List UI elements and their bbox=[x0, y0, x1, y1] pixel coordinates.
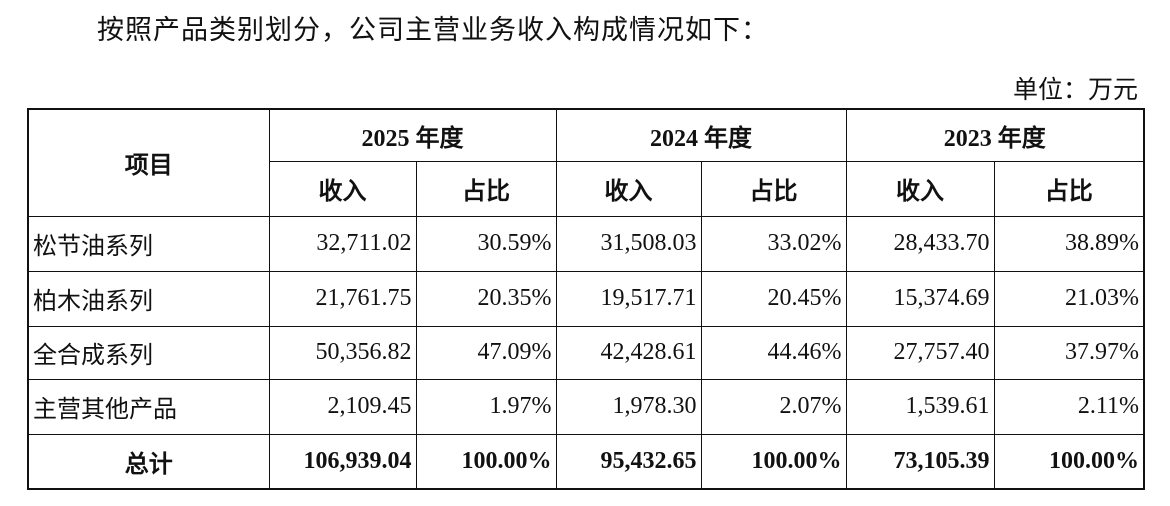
cell: 2,109.45 bbox=[268, 378, 417, 435]
total-label: 总计 bbox=[27, 433, 270, 490]
sub-header: 收入 bbox=[845, 160, 995, 217]
total-cell: 95,432.65 bbox=[555, 433, 702, 490]
sub-header: 占比 bbox=[415, 160, 557, 217]
total-cell: 100.00% bbox=[993, 433, 1145, 490]
year-header: 2025 年度 bbox=[268, 108, 557, 162]
cell: 27,757.40 bbox=[845, 325, 995, 380]
cell: 38.89% bbox=[993, 215, 1145, 272]
cell: 1.97% bbox=[415, 378, 557, 435]
table-row: 全合成系列 50,356.82 47.09% 42,428.61 44.46% 27,75… bbox=[27, 325, 1145, 380]
revenue-table: 项目 2025 年度 2024 年度 2023 年度 收入 占比 收入 占比 收入 占比 … bbox=[27, 108, 1145, 490]
cell: 20.45% bbox=[700, 270, 847, 327]
sub-header: 收入 bbox=[555, 160, 702, 217]
cell: 1,539.61 bbox=[845, 378, 995, 435]
row-label: 全合成系列 bbox=[27, 325, 270, 380]
header-row: 项目 2025 年度 2024 年度 2023 年度 bbox=[27, 108, 1145, 217]
total-cell: 100.00% bbox=[415, 433, 557, 490]
table-row: 松节油系列 32,711.02 30.59% 31,508.03 33.02% 28,43… bbox=[27, 215, 1145, 272]
cell: 2.07% bbox=[700, 378, 847, 435]
table-body: 松节油系列 32,711.02 30.59% 31,508.03 33.02% 28,43… bbox=[27, 215, 1145, 490]
cell: 32,711.02 bbox=[268, 215, 417, 272]
cell: 20.35% bbox=[415, 270, 557, 327]
table-row: 柏木油系列 21,761.75 20.35% 19,517.71 20.45% 15,37… bbox=[27, 270, 1145, 327]
table-row: 主营其他产品 2,109.45 1.97% 1,978.30 2.07% 1,539.61… bbox=[27, 378, 1145, 435]
item-header: 项目 bbox=[27, 108, 270, 217]
cell: 21,761.75 bbox=[268, 270, 417, 327]
row-label: 柏木油系列 bbox=[27, 270, 270, 327]
total-row: 总计 106,939.04 100.00% 95,432.65 100.00% 73,10… bbox=[27, 433, 1145, 490]
sub-header: 占比 bbox=[700, 160, 847, 217]
cell: 2.11% bbox=[993, 378, 1145, 435]
sub-header: 占比 bbox=[993, 160, 1145, 217]
unit-label: 单位：万元 bbox=[1012, 77, 1138, 104]
cell: 37.97% bbox=[993, 325, 1145, 380]
cell: 19,517.71 bbox=[555, 270, 702, 327]
year-header: 2023 年度 bbox=[845, 108, 1145, 162]
row-label: 主营其他产品 bbox=[27, 378, 270, 435]
cell: 44.46% bbox=[700, 325, 847, 380]
cell: 15,374.69 bbox=[845, 270, 995, 327]
total-cell: 100.00% bbox=[700, 433, 847, 490]
cell: 50,356.82 bbox=[268, 325, 417, 380]
year-header: 2024 年度 bbox=[555, 108, 847, 162]
cell: 33.02% bbox=[700, 215, 847, 272]
total-cell: 106,939.04 bbox=[268, 433, 417, 490]
sub-header: 收入 bbox=[268, 160, 417, 217]
cell: 1,978.30 bbox=[555, 378, 702, 435]
cell: 21.03% bbox=[993, 270, 1145, 327]
cell: 47.09% bbox=[415, 325, 557, 380]
intro-text: 按照产品类别划分，公司主营业务收入构成情况如下： bbox=[97, 15, 769, 45]
cell: 31,508.03 bbox=[555, 215, 702, 272]
row-label: 松节油系列 bbox=[27, 215, 270, 272]
cell: 30.59% bbox=[415, 215, 557, 272]
cell: 28,433.70 bbox=[845, 215, 995, 272]
cell: 42,428.61 bbox=[555, 325, 702, 380]
total-cell: 73,105.39 bbox=[845, 433, 995, 490]
